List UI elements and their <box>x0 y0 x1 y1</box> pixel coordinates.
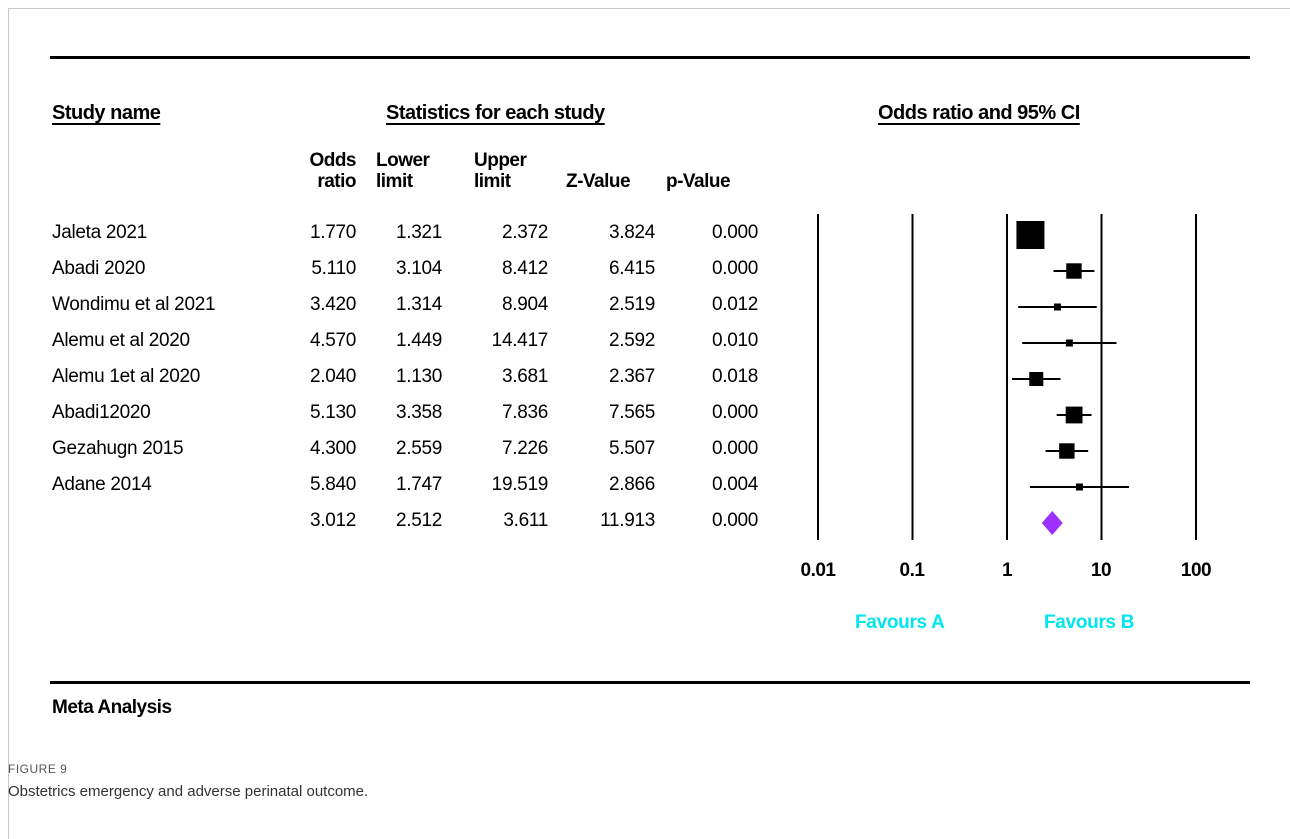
top-rule <box>50 56 1250 59</box>
study-name-cell: Jaleta 2021 <box>52 222 147 243</box>
study-name-cell: Wondimu et al 2021 <box>52 294 216 315</box>
lower-limit-cell: 2.559 <box>395 438 442 459</box>
col-odds-ratio: Odds ratio <box>309 150 356 192</box>
figure-label: FIGURE 9 <box>8 762 68 776</box>
lower-limit-cell: 1.747 <box>395 474 442 495</box>
odds-ratio-cell: 2.040 <box>309 366 356 387</box>
lower-limit-cell: 1.449 <box>395 330 442 351</box>
study-name-header: Study name <box>52 102 161 124</box>
lower-limit-cell: 3.358 <box>395 402 442 423</box>
odds-ratio-cell: 4.570 <box>309 330 356 351</box>
figure-frame <box>8 8 1290 839</box>
axis-tick-label: 0.01 <box>800 560 836 581</box>
z-value-cell: 7.565 <box>608 402 655 423</box>
p-value-cell: 0.000 <box>711 510 758 531</box>
lower-limit-cell: 2.512 <box>395 510 442 531</box>
odds-ratio-cell: 3.420 <box>309 294 356 315</box>
lower-limit-cell: 1.314 <box>395 294 442 315</box>
study-name-cell: Adane 2014 <box>52 474 152 495</box>
study-name-cell: Gezahugn 2015 <box>52 438 184 459</box>
col-lower-limit: Lower limit <box>376 150 430 192</box>
z-value-cell: 2.592 <box>608 330 655 351</box>
axis-tick-label: 10 <box>1090 560 1112 581</box>
odds-ratio-cell: 1.770 <box>309 222 356 243</box>
upper-limit-cell: 3.611 <box>503 510 548 531</box>
study-name-cell: Abadi12020 <box>52 402 151 423</box>
p-value-cell: 0.004 <box>711 474 758 495</box>
axis-tick-label: 1 <box>1001 560 1013 581</box>
lower-limit-cell: 3.104 <box>395 258 442 279</box>
point-estimate-marker <box>1016 221 1045 249</box>
axis-tick-label: 100 <box>1180 560 1212 581</box>
lower-limit-cell: 1.130 <box>395 366 442 387</box>
study-name-cell: Abadi 2020 <box>52 258 146 279</box>
p-value-cell: 0.000 <box>711 258 758 279</box>
upper-limit-cell: 2.372 <box>501 222 548 243</box>
study-name-cell: Alemu 1et al 2020 <box>52 366 201 387</box>
point-estimate-marker <box>1065 406 1083 424</box>
upper-limit-cell: 7.226 <box>501 438 548 459</box>
point-estimate-marker <box>1053 303 1061 311</box>
favours-b-label: Favours B <box>1044 612 1135 633</box>
odds-ratio-cell: 5.130 <box>309 402 356 423</box>
odds-ratio-cell: 5.110 <box>311 258 356 279</box>
z-value-cell: 2.866 <box>608 474 655 495</box>
summary-diamond <box>1041 511 1063 535</box>
p-value-cell: 0.012 <box>711 294 758 315</box>
p-value-cell: 0.018 <box>711 366 758 387</box>
upper-limit-cell: 7.836 <box>501 402 548 423</box>
p-value-cell: 0.000 <box>711 438 758 459</box>
meta-analysis-label: Meta Analysis <box>52 697 172 718</box>
axis-tick-label: 0.1 <box>899 560 925 581</box>
z-value-cell: 2.519 <box>608 294 655 315</box>
favours-a-label: Favours A <box>855 612 945 633</box>
z-value-cell: 5.507 <box>608 438 655 459</box>
p-value-cell: 0.010 <box>711 330 758 351</box>
bottom-rule <box>50 681 1250 684</box>
upper-limit-cell: 14.417 <box>491 330 549 351</box>
upper-limit-cell: 8.904 <box>501 294 548 315</box>
col-z-value: Z-Value <box>566 171 631 192</box>
z-value-cell: 2.367 <box>608 366 655 387</box>
upper-limit-cell: 3.681 <box>501 366 548 387</box>
statistics-header: Statistics for each study <box>386 102 605 124</box>
point-estimate-marker <box>1066 263 1082 279</box>
study-name-cell: Alemu et al 2020 <box>52 330 190 351</box>
col-upper-limit: Upper limit <box>474 150 527 192</box>
point-estimate-marker <box>1065 339 1073 347</box>
odds-ratio-ci-header: Odds ratio and 95% CI <box>878 102 1080 124</box>
z-value-cell: 6.415 <box>608 258 655 279</box>
lower-limit-cell: 1.321 <box>395 222 442 243</box>
odds-ratio-cell: 3.012 <box>309 510 356 531</box>
p-value-cell: 0.000 <box>711 222 758 243</box>
col-p-value: p-Value <box>666 171 731 192</box>
upper-limit-cell: 19.519 <box>491 474 549 495</box>
point-estimate-marker <box>1075 483 1083 491</box>
z-value-cell: 11.913 <box>600 510 655 531</box>
odds-ratio-cell: 5.840 <box>309 474 356 495</box>
odds-ratio-cell: 4.300 <box>309 438 356 459</box>
point-estimate-marker <box>1029 372 1044 386</box>
p-value-cell: 0.000 <box>711 402 758 423</box>
figure-caption: Obstetrics emergency and adverse perinat… <box>8 783 369 800</box>
point-estimate-marker <box>1059 443 1075 459</box>
upper-limit-cell: 8.412 <box>501 258 548 279</box>
z-value-cell: 3.824 <box>608 222 655 243</box>
